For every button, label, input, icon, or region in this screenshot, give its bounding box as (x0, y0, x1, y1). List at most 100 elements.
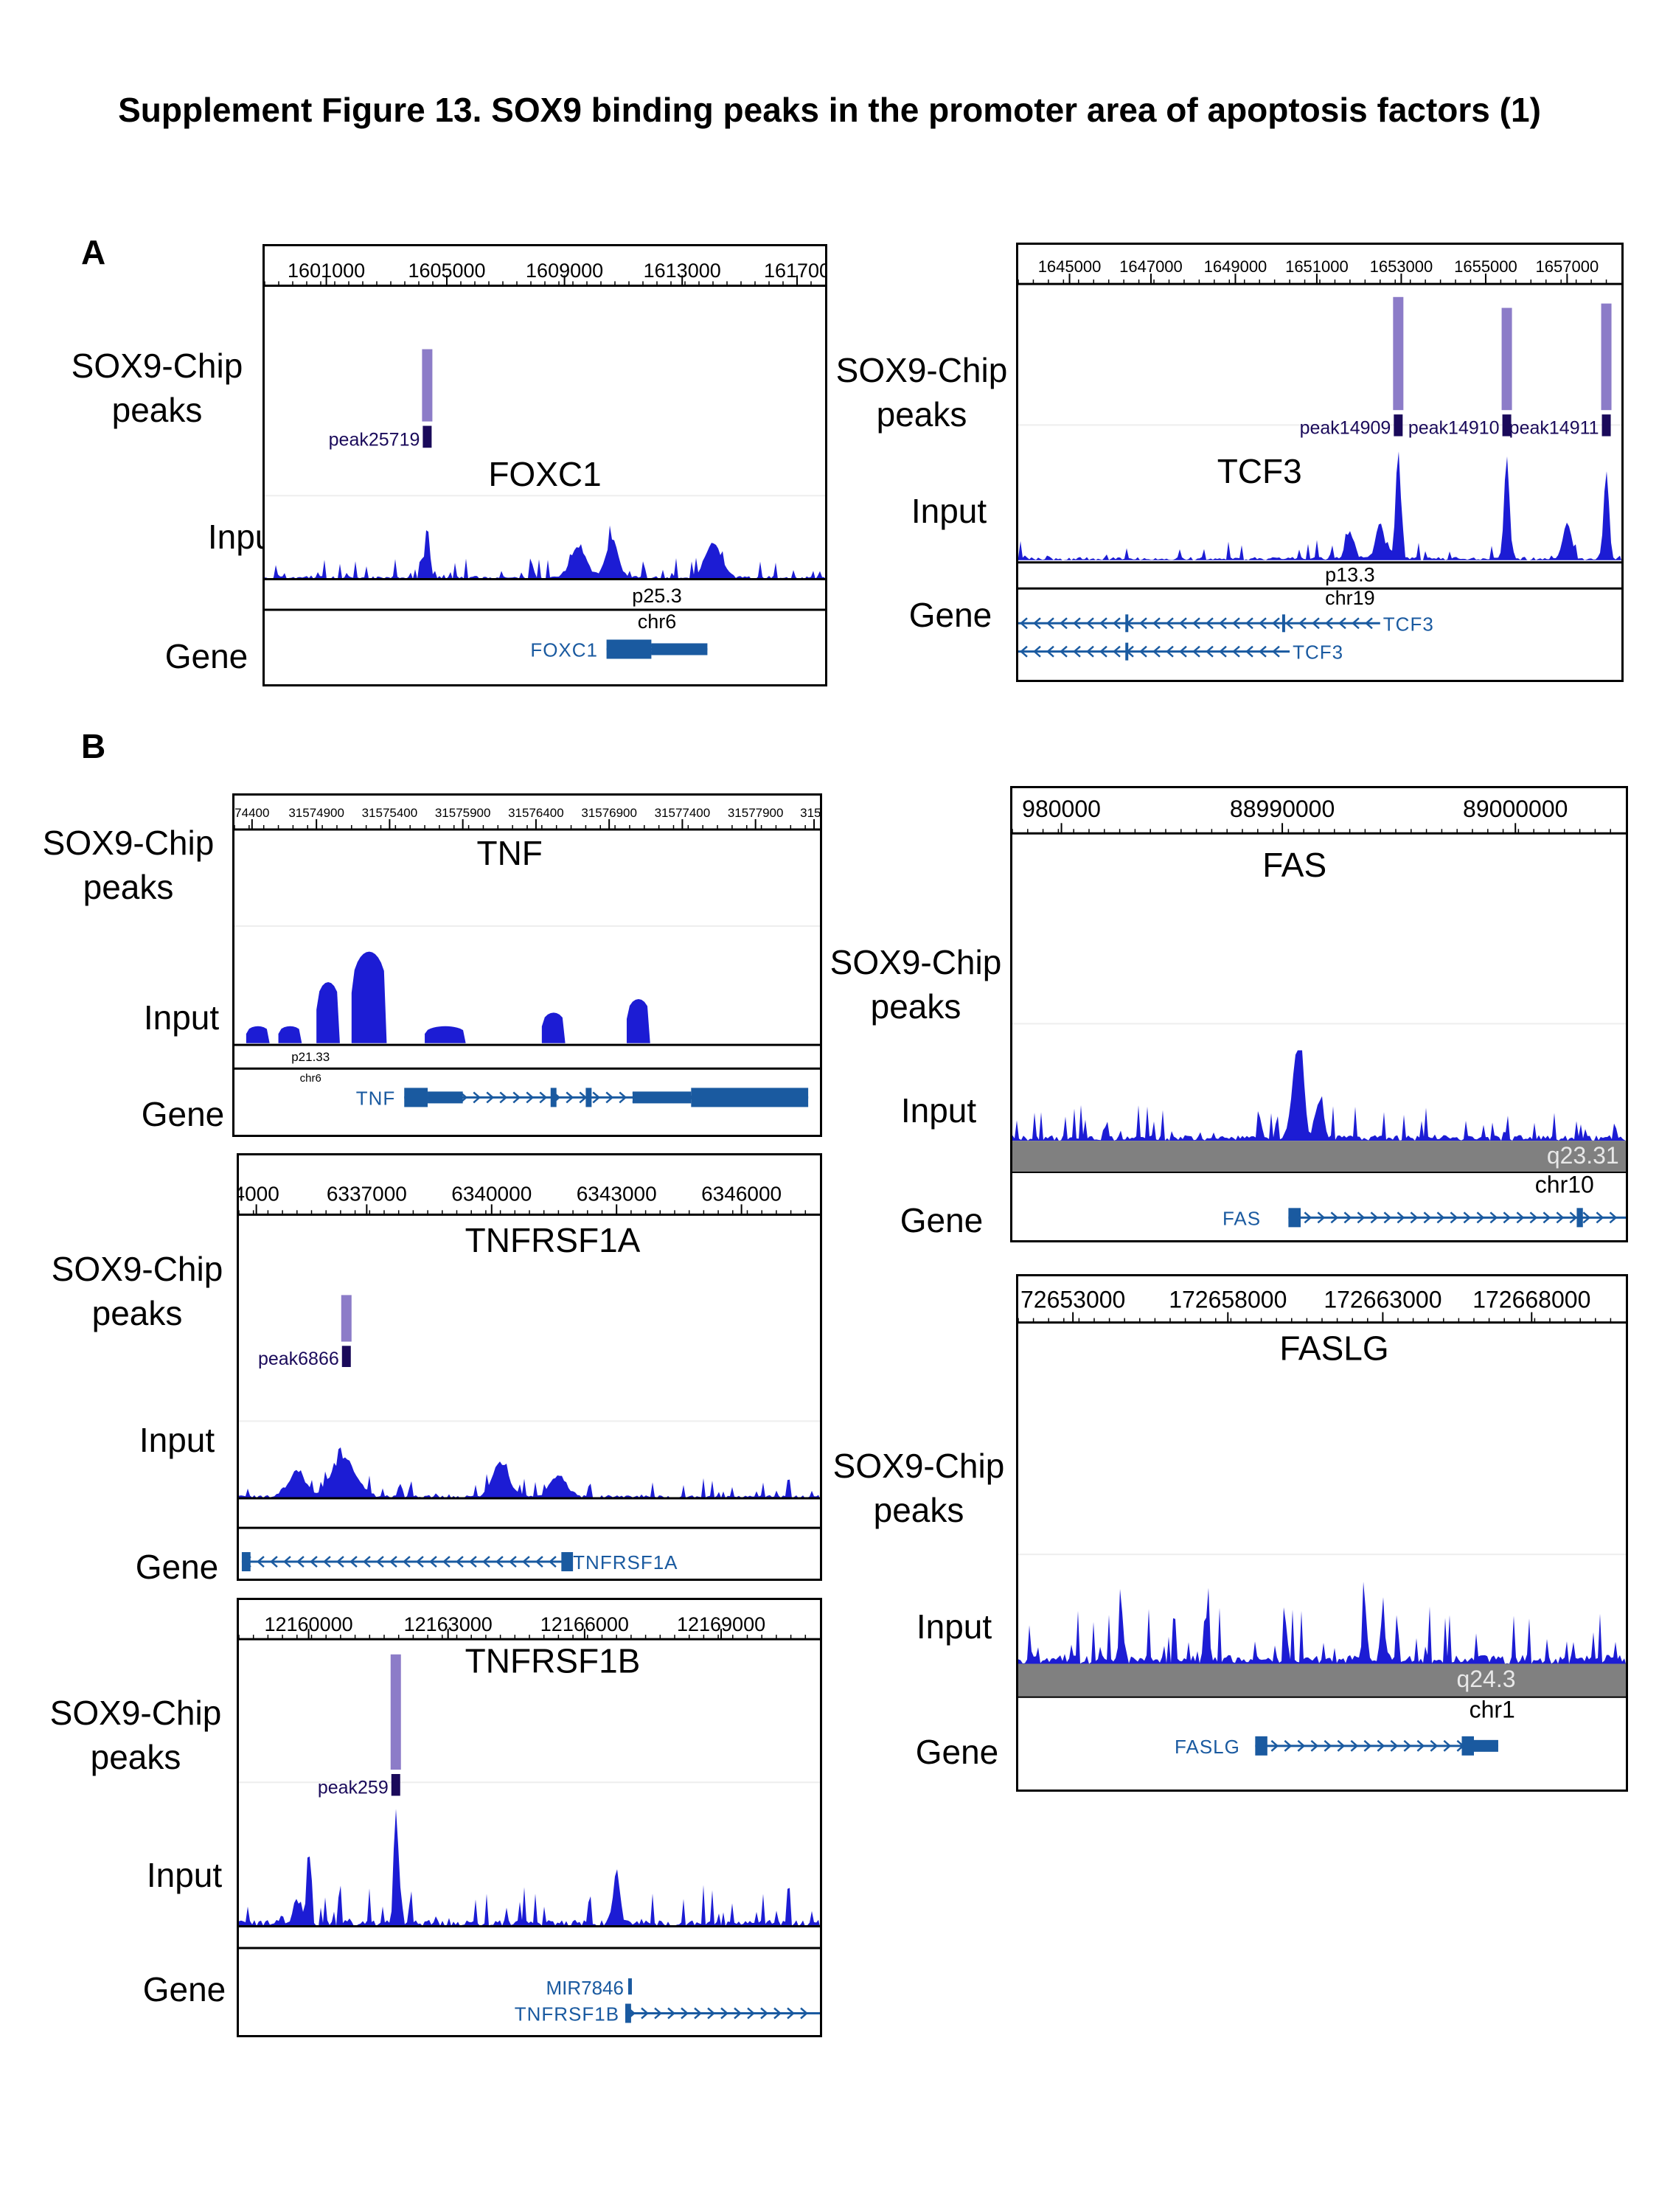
strand-arrow-icon (800, 2007, 808, 2020)
strand-arrow-icon (1330, 1211, 1339, 1224)
strand-arrow-icon (363, 1556, 371, 1568)
strand-arrow-icon (1609, 1211, 1618, 1224)
strand-arrow-icon (1450, 1211, 1458, 1224)
chip-peak-mark (391, 1774, 400, 1796)
ruler-tick-label: 1651000 (1285, 257, 1349, 276)
chip-peak-bar (1601, 303, 1612, 411)
exon (651, 643, 708, 655)
track-panel-tnf: 74400 31574900 31575400 31575900 31576400 315… (232, 793, 822, 1137)
input-signal (239, 1447, 820, 1498)
strand-arrow-icon (760, 2007, 768, 2020)
track-label-input: Input (911, 492, 987, 530)
strand-arrow-icon (1285, 617, 1293, 630)
strand-arrow-icon (667, 2007, 675, 2020)
track-label-peaks: SOX9-Chip peaks (42, 824, 215, 906)
strand-arrow-icon (1020, 617, 1028, 630)
strand-arrow-icon (773, 2007, 782, 2020)
strand-arrow-icon (1423, 1211, 1432, 1224)
chip-peak-bar (422, 349, 433, 422)
strand-arrow-icon (349, 1556, 358, 1568)
exon (606, 639, 652, 659)
strand-arrow-icon (1337, 1739, 1346, 1752)
strand-arrow-icon (1259, 617, 1267, 630)
chip-peak-mark (1601, 414, 1611, 437)
exon (1288, 1208, 1301, 1228)
strand-arrow-icon (1503, 1211, 1512, 1224)
ruler-tick-label: 12160000 (264, 1613, 352, 1635)
ruler-tick-label: 31576900 (581, 806, 637, 820)
strand-arrow-icon (486, 1091, 495, 1104)
strand-arrow-icon (1099, 617, 1107, 630)
exon (585, 1088, 592, 1107)
strand-arrow-icon (605, 1091, 614, 1104)
gene-label: TNFRSF1A (573, 1551, 678, 1573)
ruler-tick-label: 72653000 (1020, 1287, 1125, 1313)
strand-arrow-icon (456, 1556, 464, 1568)
section-label-b: B (81, 727, 106, 765)
strand-arrow-icon (1410, 1211, 1419, 1224)
strand-arrow-icon (469, 1556, 477, 1568)
strand-arrow-icon (1383, 1211, 1392, 1224)
chip-peak-mark (341, 1346, 351, 1367)
track-label-input: Input (139, 1421, 215, 1459)
strand-arrow-icon (1370, 1211, 1379, 1224)
input-signal (265, 525, 825, 580)
ruler-tick-label: 1647000 (1119, 257, 1183, 276)
track-panel-faslg: 72653000 172658000 172663000 172668000 FASLG… (1016, 1274, 1628, 1792)
exon (561, 1552, 574, 1572)
gene-model (606, 639, 708, 659)
chromosome-label: chr6 (300, 1072, 321, 1085)
strand-arrow-icon (1543, 1211, 1551, 1224)
chip-peak-label: peak25719 (329, 429, 420, 450)
strand-arrow-icon (1352, 617, 1360, 630)
strand-arrow-icon (1556, 1211, 1565, 1224)
gene-label: FOXC1 (530, 639, 598, 661)
track-label-input: Input (916, 1607, 992, 1646)
strand-arrow-icon (1596, 1211, 1604, 1224)
input-signal-block (425, 1026, 466, 1043)
gene-label: TCF3 (1383, 613, 1434, 635)
cytoband-label: p13.3 (1325, 563, 1375, 585)
ruler-tick-label: 1649000 (1204, 257, 1267, 276)
strand-arrow-icon (296, 1556, 305, 1568)
exon (1461, 1736, 1474, 1756)
track-label-gene: Gene (141, 1095, 225, 1133)
ruler-tick-label: 980000 (1022, 796, 1101, 822)
strand-arrow-icon (1312, 617, 1320, 630)
strand-arrow-icon (1073, 617, 1081, 630)
ruler-tick-label: 6346000 (701, 1182, 782, 1205)
strand-arrow-icon (1099, 645, 1107, 658)
strand-arrow-icon (549, 1556, 557, 1568)
strand-arrow-icon (1245, 645, 1253, 658)
strand-arrow-icon (1463, 1211, 1472, 1224)
strand-arrow-icon (1377, 1739, 1385, 1752)
strand-arrow-icon (257, 1556, 265, 1568)
track-label-gene: Gene (908, 596, 992, 634)
strand-arrow-icon (1489, 1211, 1498, 1224)
strand-arrow-icon (1304, 1211, 1312, 1224)
strand-arrow-icon (1033, 645, 1041, 658)
strand-arrow-icon (619, 1091, 627, 1104)
strand-arrow-icon (270, 1556, 278, 1568)
strand-arrow-icon (1046, 645, 1054, 658)
exon (428, 1091, 463, 1104)
strand-arrow-icon (512, 1091, 521, 1104)
section-label-a: A (81, 233, 106, 271)
strand-arrow-icon (376, 1556, 384, 1568)
cytoband-label: q23.31 (1547, 1142, 1619, 1169)
track-label-input: Input (146, 1856, 223, 1894)
track-label-gene: Gene (164, 637, 248, 675)
strand-arrow-icon (495, 1556, 504, 1568)
strand-arrow-icon (707, 2007, 715, 2020)
strand-arrow-icon (1166, 645, 1174, 658)
strand-arrow-icon (1357, 1211, 1366, 1224)
track-label-gene: Gene (142, 1970, 226, 2008)
chip-peak-mark (1394, 414, 1403, 437)
exon (1576, 1208, 1583, 1228)
track-label-gene: Gene (915, 1733, 999, 1771)
strand-arrow-icon (787, 2007, 795, 2020)
gene-title: FAS (1262, 846, 1326, 884)
track-label-peaks: SOX9-Chip peaks (832, 1447, 1005, 1529)
strand-arrow-icon (336, 1556, 344, 1568)
chromosome-label: chr10 (1535, 1172, 1594, 1198)
